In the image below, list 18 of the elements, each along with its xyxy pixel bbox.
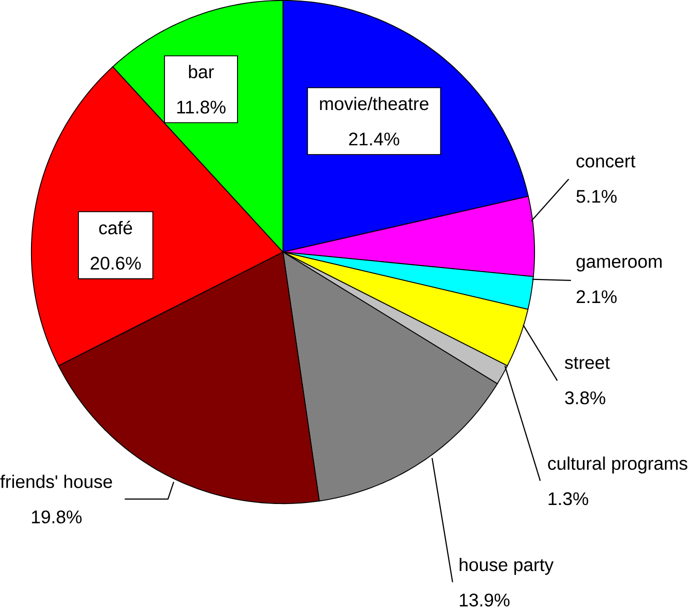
data-label: 19.8% (32, 510, 82, 524)
data-label: 5.1% (576, 190, 617, 204)
slice-label: friends' house (0, 474, 112, 488)
data-label: 21.4% (349, 132, 400, 146)
slice-label: house party (460, 558, 554, 576)
data-label: 11.8% (177, 100, 226, 114)
slice-label: gameroom (576, 258, 662, 272)
slice-label: movie/theatre (320, 97, 428, 110)
slice-label: street (564, 357, 610, 370)
slice-label: concert (576, 156, 636, 168)
slice-label: café (99, 221, 132, 235)
slice-label: cultural programs (548, 456, 688, 474)
data-label: 3.8% (565, 392, 606, 405)
data-label: 13.9% (460, 594, 510, 607)
slice-label: bar (189, 65, 214, 79)
data-label: 2.1% (576, 290, 617, 304)
data-label: 20.6% (90, 257, 141, 270)
data-label: 1.3% (548, 492, 588, 506)
